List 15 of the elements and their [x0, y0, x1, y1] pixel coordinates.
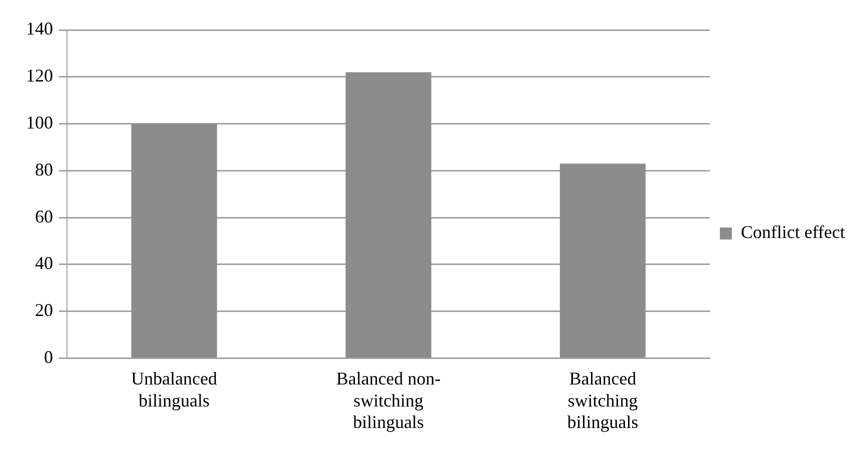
bar [346, 72, 432, 358]
y-tick-label: 0 [44, 346, 53, 367]
y-tick-label: 80 [35, 159, 53, 180]
legend-label: Conflict effect [740, 222, 845, 242]
x-tick-label: Balanced switching bilinguals [567, 368, 638, 432]
y-tick-label: 120 [26, 66, 53, 86]
x-tick-label: Balanced non-switching bilinguals [336, 368, 441, 432]
bar [560, 164, 646, 358]
bar [131, 124, 218, 358]
y-tick-label: 100 [26, 112, 53, 133]
y-tick-label: 60 [35, 206, 53, 226]
x-tick-label: Unbalanced bilinguals [131, 368, 218, 410]
y-tick-label: 40 [35, 253, 53, 274]
y-tick-label: 20 [35, 300, 53, 320]
y-tick-label: 140 [26, 18, 53, 39]
